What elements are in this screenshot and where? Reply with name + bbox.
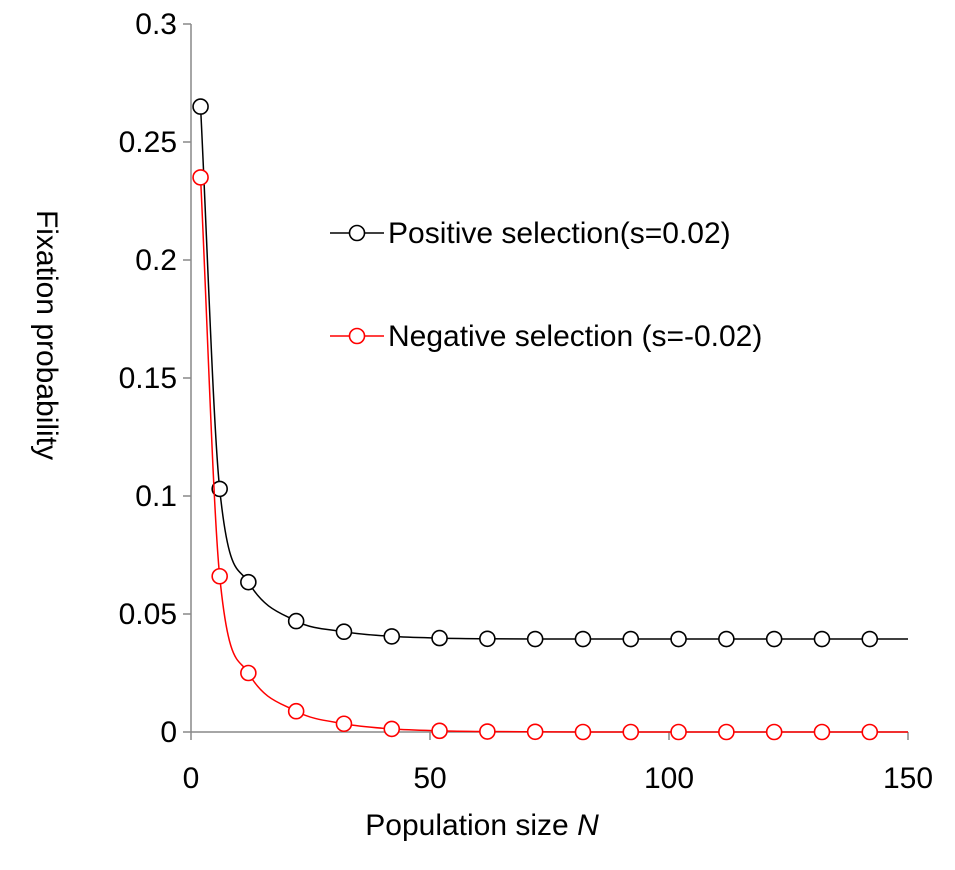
data-point-series-0 (383, 628, 401, 645)
data-point-series-0 (431, 629, 448, 647)
x-ticks: 0 50 100 150 (183, 732, 933, 795)
data-point-series-0 (670, 630, 687, 648)
data-point-series-1 (431, 722, 448, 740)
y-tick-label: 0.25 (119, 126, 177, 159)
y-tick-label: 0.2 (135, 244, 177, 277)
data-point-series-1 (670, 723, 687, 741)
data-point-series-1 (335, 715, 353, 733)
x-axis-title-variable: N (577, 809, 599, 842)
data-point-series-0 (861, 630, 879, 648)
data-point-series-1 (813, 723, 831, 741)
data-point-series-0 (479, 630, 496, 648)
y-ticks: 0 0.05 0.1 0.15 0.2 0.25 0.3 (119, 8, 191, 749)
data-point-series-0 (765, 630, 783, 648)
x-tick-label: 50 (413, 762, 446, 795)
data-point-series-0 (240, 573, 257, 591)
x-tick-label: 100 (644, 762, 694, 795)
data-point-series-0 (211, 480, 228, 498)
data-point-series-1 (765, 723, 783, 741)
data-point-series-1 (192, 169, 209, 186)
data-point-series-1 (861, 723, 879, 741)
y-tick-label: 0.1 (135, 480, 177, 513)
plot-area (192, 98, 908, 741)
data-point-series-1 (287, 702, 305, 720)
x-axis-title: Population size N (365, 809, 599, 842)
legend-marker-1 (348, 327, 366, 345)
data-point-series-1 (718, 723, 735, 741)
legend-label-1: Negative selection (s=-0.02) (388, 320, 762, 353)
data-point-series-0 (622, 630, 640, 648)
y-tick-label: 0.3 (135, 8, 177, 41)
legend-label-0: Positive selection(s=0.02) (388, 217, 731, 250)
data-point-series-1 (240, 664, 257, 682)
legend: Positive selection(s=0.02) Negative selec… (330, 217, 762, 353)
y-axis-title: Fixation probability (30, 210, 63, 460)
y-tick-label: 0.15 (119, 362, 177, 395)
data-point-series-0 (718, 630, 735, 648)
y-tick-label: 0 (160, 716, 177, 749)
data-point-series-1 (574, 723, 592, 741)
x-tick-label: 150 (883, 762, 933, 795)
data-point-series-1 (211, 567, 228, 585)
y-tick-label: 0.05 (119, 598, 177, 631)
legend-marker-0 (348, 224, 366, 242)
data-point-series-0 (574, 630, 592, 648)
data-point-series-1 (526, 723, 544, 741)
series-line-1 (199, 177, 908, 733)
data-point-series-0 (192, 98, 209, 115)
data-point-series-0 (287, 612, 305, 630)
x-tick-label: 0 (183, 762, 200, 795)
x-axis-title-text: Population size (365, 809, 577, 842)
data-point-series-1 (622, 723, 640, 741)
series-line-0 (199, 106, 908, 640)
data-point-series-0 (335, 623, 353, 641)
data-point-series-0 (813, 630, 831, 648)
data-point-series-1 (479, 723, 496, 740)
data-point-series-0 (526, 630, 544, 648)
data-point-series-1 (383, 720, 401, 738)
